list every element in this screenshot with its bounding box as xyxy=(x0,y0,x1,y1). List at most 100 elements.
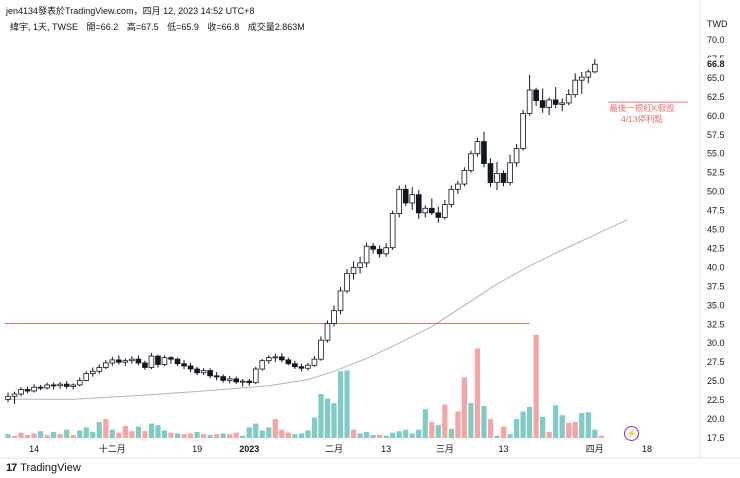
y-tick-label: 20.0 xyxy=(707,414,725,424)
volume-bar xyxy=(494,435,500,438)
volume-bar xyxy=(38,431,44,438)
volume-bar xyxy=(390,432,396,438)
symbol-label[interactable]: 緯宇, 1天, TWSE xyxy=(10,22,79,32)
volume-bar xyxy=(344,370,350,438)
candle-body xyxy=(226,378,233,381)
candle-body xyxy=(494,173,500,183)
volume-bar xyxy=(305,430,311,438)
lightning-icon[interactable]: ⚡ xyxy=(624,426,639,441)
volume-bar xyxy=(11,435,18,438)
candle-body xyxy=(585,71,592,78)
candle-body xyxy=(409,194,416,204)
candle-body xyxy=(572,79,579,95)
volume-bar xyxy=(181,434,187,438)
candle-body xyxy=(455,183,461,190)
candle-body xyxy=(331,310,337,324)
candle-body xyxy=(194,368,200,374)
candle-body xyxy=(324,323,331,341)
candle-body xyxy=(103,362,109,368)
candle-body xyxy=(37,386,44,389)
annotation-line-1: 最後一根紅K假設 xyxy=(609,103,675,113)
volume-bar xyxy=(24,434,31,438)
candle-body xyxy=(376,248,383,255)
candle-body xyxy=(109,359,116,364)
x-tick-label: 13 xyxy=(381,444,391,454)
y-tick-label: 60.0 xyxy=(707,111,725,121)
y-tick-label: 35.0 xyxy=(707,300,725,310)
volume-bar xyxy=(513,419,520,438)
candle-body xyxy=(298,366,305,369)
volume-bar xyxy=(96,422,102,438)
candle-body xyxy=(578,76,585,81)
candle-body xyxy=(44,384,50,389)
volume-bar xyxy=(161,430,168,438)
candle-body xyxy=(402,188,409,204)
candle-body xyxy=(18,389,24,395)
candle-body xyxy=(50,384,57,387)
volume-bar xyxy=(527,406,533,438)
volume-bar xyxy=(357,433,363,438)
candle-body xyxy=(252,368,259,384)
candle-body xyxy=(246,380,253,384)
candle-body xyxy=(272,356,279,359)
y-tick-label: 65.0 xyxy=(707,73,725,83)
volume-bar xyxy=(520,411,526,438)
candle-body xyxy=(155,355,161,365)
volume-bar xyxy=(318,394,324,438)
volume-bar xyxy=(90,431,96,438)
y-tick-label: 55.0 xyxy=(707,149,725,159)
candle-body xyxy=(239,380,246,383)
target-annotation[interactable]: 最後一根紅K假設 4/13停利點 xyxy=(600,103,684,125)
volume-bar xyxy=(533,334,539,438)
candle-body xyxy=(213,375,220,378)
volume-bar xyxy=(155,425,161,438)
volume-bar xyxy=(240,435,246,438)
candle-body xyxy=(363,245,370,264)
volume-bar xyxy=(201,434,207,438)
volume-bar xyxy=(51,431,57,438)
volume-bar xyxy=(298,433,304,438)
volume-bar xyxy=(481,406,487,438)
volume-bar xyxy=(116,432,122,438)
candle-body xyxy=(63,383,70,387)
candle-body xyxy=(344,273,350,292)
volume-bar xyxy=(18,432,24,438)
candle-body xyxy=(279,356,285,361)
volume-bar xyxy=(546,431,552,438)
candle-body xyxy=(448,188,455,205)
y-tick-label: 70.0 xyxy=(707,35,725,45)
volume-bar xyxy=(429,422,435,438)
candle-body xyxy=(83,373,90,381)
volume-bar xyxy=(403,429,409,438)
candle-body xyxy=(533,89,539,102)
volume-bar xyxy=(422,409,428,438)
volume-bar xyxy=(44,434,50,438)
y-tick-label: 32.5 xyxy=(707,319,725,329)
candle-body xyxy=(142,362,148,368)
x-tick-label: 四月 xyxy=(586,444,604,454)
candle-body xyxy=(520,113,526,149)
candle-body xyxy=(559,102,565,105)
volume-bar xyxy=(337,371,344,438)
volume-bar xyxy=(331,403,337,438)
volume-bar xyxy=(207,434,213,438)
x-tick-label: 2023 xyxy=(239,444,259,454)
candle-body xyxy=(500,173,507,183)
volume-bar xyxy=(233,432,239,438)
y-tick-label: 17.5 xyxy=(707,433,725,443)
candle-body xyxy=(57,383,63,387)
candle-body xyxy=(337,290,344,312)
tradingview-logo: 17 TradingView xyxy=(6,462,81,474)
volume-bar xyxy=(57,434,63,438)
volume-bar xyxy=(507,434,513,438)
volume-bar xyxy=(227,434,233,438)
low-value: 低=65.9 xyxy=(167,22,199,32)
candle-body xyxy=(526,89,533,114)
candle-body xyxy=(292,363,298,368)
candle-body xyxy=(513,148,520,164)
y-tick-label: 52.5 xyxy=(707,168,725,178)
volume-bar xyxy=(259,430,265,438)
close-value: 收=66.8 xyxy=(207,22,240,32)
candle-body xyxy=(122,360,129,363)
